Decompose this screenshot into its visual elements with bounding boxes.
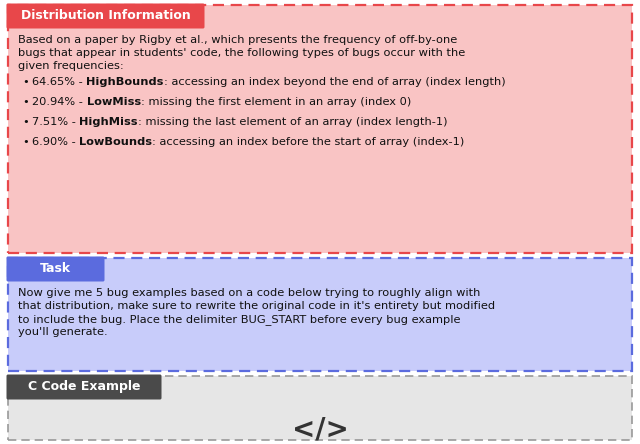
Text: Based on a paper by Rigby et al., which presents the frequency of off-by-one: Based on a paper by Rigby et al., which …: [18, 35, 457, 45]
Text: •: •: [22, 77, 29, 87]
Text: that distribution, make sure to rewrite the original code in it's entirety but m: that distribution, make sure to rewrite …: [18, 301, 495, 311]
Text: •: •: [22, 137, 29, 147]
Text: : missing the last element of an array (index length-1): : missing the last element of an array (…: [138, 117, 447, 127]
Text: </>: </>: [292, 415, 348, 443]
Text: 6.90% -: 6.90% -: [32, 137, 79, 147]
Text: you'll generate.: you'll generate.: [18, 327, 108, 337]
Text: : missing the first element in an array (index 0): : missing the first element in an array …: [141, 97, 411, 107]
Text: LowMiss: LowMiss: [86, 97, 141, 107]
FancyBboxPatch shape: [6, 257, 104, 281]
FancyBboxPatch shape: [8, 376, 632, 440]
Text: HighBounds: HighBounds: [86, 77, 164, 87]
Text: : accessing an index beyond the end of array (index length): : accessing an index beyond the end of a…: [164, 77, 506, 87]
Text: given frequencies:: given frequencies:: [18, 61, 124, 71]
Text: •: •: [22, 117, 29, 127]
Text: Now give me 5 bug examples based on a code below trying to roughly align with: Now give me 5 bug examples based on a co…: [18, 288, 481, 298]
Text: LowBounds: LowBounds: [79, 137, 152, 147]
Text: •: •: [22, 97, 29, 107]
Text: 64.65% -: 64.65% -: [32, 77, 86, 87]
Text: 20.94% -: 20.94% -: [32, 97, 86, 107]
FancyBboxPatch shape: [6, 374, 161, 400]
FancyBboxPatch shape: [8, 5, 632, 253]
FancyBboxPatch shape: [8, 258, 632, 371]
Text: Distribution Information: Distribution Information: [20, 9, 190, 22]
Text: Task: Task: [40, 262, 71, 275]
Text: bugs that appear in students' code, the following types of bugs occur with the: bugs that appear in students' code, the …: [18, 48, 465, 58]
Text: : accessing an index before the start of array (index-1): : accessing an index before the start of…: [152, 137, 465, 147]
Text: HighMiss: HighMiss: [79, 117, 138, 127]
Text: to include the bug. Place the delimiter BUG_START before every bug example: to include the bug. Place the delimiter …: [18, 314, 461, 325]
FancyBboxPatch shape: [6, 4, 205, 28]
Text: 7.51% -: 7.51% -: [32, 117, 79, 127]
Text: C Code Example: C Code Example: [28, 380, 140, 393]
